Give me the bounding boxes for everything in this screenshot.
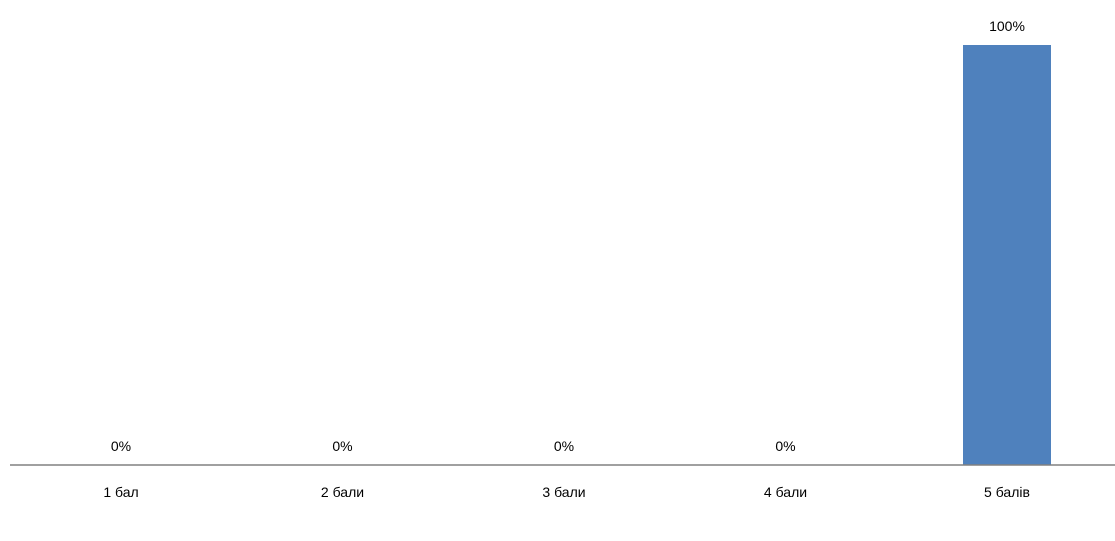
- value-label-3: 0%: [554, 438, 574, 454]
- bars-layer: [963, 45, 1051, 465]
- value-label-2: 0%: [332, 438, 352, 454]
- value-label-5: 100%: [989, 18, 1025, 34]
- category-label-3: 3 бали: [542, 484, 585, 500]
- category-label-1: 1 бал: [103, 484, 138, 500]
- category-labels-layer: 1 бал 2 бали 3 бали 4 бали 5 балів: [103, 484, 1030, 500]
- category-label-2: 2 бали: [321, 484, 364, 500]
- value-label-4: 0%: [775, 438, 795, 454]
- value-label-1: 0%: [111, 438, 131, 454]
- category-label-4: 4 бали: [764, 484, 807, 500]
- bar-5: [963, 45, 1051, 465]
- value-labels-layer: 0% 0% 0% 0% 100%: [111, 18, 1025, 454]
- category-label-5: 5 балів: [984, 484, 1030, 500]
